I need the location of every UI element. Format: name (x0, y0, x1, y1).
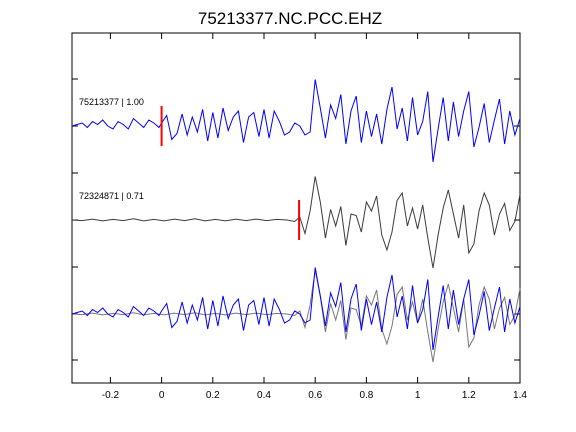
x-tick-label: 0.2 (206, 390, 220, 401)
x-tick-label: -0.2 (102, 390, 120, 401)
chart-title: 75213377.NC.PCC.EHZ (198, 9, 382, 28)
y-tick-marks (72, 78, 520, 361)
trace-line-2 (71, 176, 521, 269)
overlay-trace-1 (71, 267, 521, 351)
x-tick-label: 1.4 (513, 390, 527, 401)
trace-label-1: 75213377 | 1.00 (79, 97, 144, 107)
x-tick-label: 0 (159, 390, 165, 401)
traces-layer: 75213377 | 1.00 72324871 | 0.71 (71, 79, 521, 363)
x-tick-label: 1 (415, 390, 421, 401)
trace-label-2: 72324871 | 0.71 (79, 191, 144, 201)
trace-line-1 (71, 79, 521, 163)
plot-frame (71, 32, 521, 384)
x-tick-label: 0.6 (308, 390, 322, 401)
x-tick-label: 1.2 (462, 390, 476, 401)
x-tick-label: 0.8 (359, 390, 373, 401)
x-axis: -0.2 0 0.2 0.4 0.6 0.8 1 1.2 1.4 (102, 33, 527, 401)
x-tick-label: 0.4 (257, 390, 271, 401)
